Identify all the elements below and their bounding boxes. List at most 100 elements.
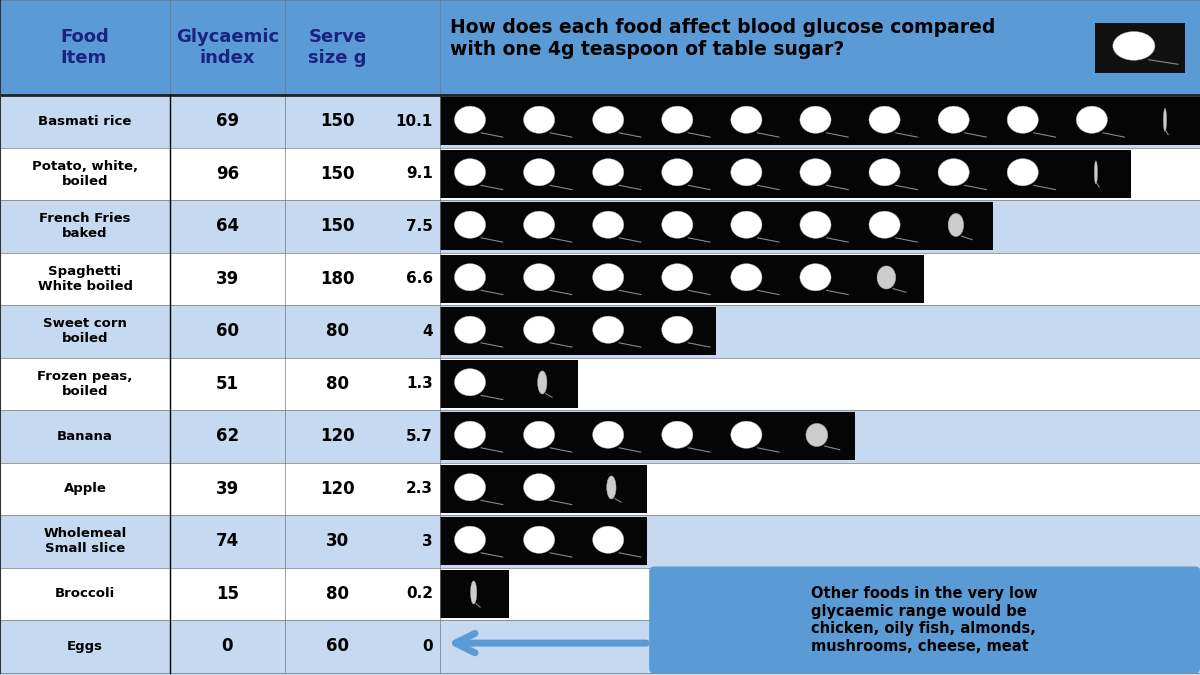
Ellipse shape [1094, 161, 1098, 184]
Bar [440, 97, 1200, 145]
Bar [440, 202, 992, 250]
Ellipse shape [593, 421, 624, 448]
Bar [0, 148, 170, 200]
Text: 150: 150 [320, 165, 355, 183]
Text: 6.6: 6.6 [406, 271, 433, 286]
Bar [0, 620, 170, 672]
Text: 180: 180 [320, 270, 355, 288]
Bar [390, 95, 440, 148]
Bar [284, 95, 390, 148]
Ellipse shape [455, 106, 486, 134]
Ellipse shape [455, 526, 486, 554]
Text: 80: 80 [326, 585, 349, 603]
Ellipse shape [523, 106, 554, 134]
Text: Basmati rice: Basmati rice [38, 115, 132, 128]
Text: 80: 80 [326, 322, 349, 340]
Bar [0, 358, 170, 410]
Ellipse shape [470, 581, 476, 604]
Ellipse shape [455, 474, 486, 501]
Text: 51: 51 [216, 375, 239, 393]
Text: How does each food affect blood glucose compared
with one 4g teaspoon of table s: How does each food affect blood glucose … [450, 18, 995, 59]
Text: Spaghetti
White boiled: Spaghetti White boiled [37, 265, 132, 293]
Bar [440, 620, 1200, 672]
Bar [0, 410, 170, 462]
Bar [440, 0, 1200, 95]
Text: Eggs: Eggs [67, 640, 103, 653]
Bar [390, 148, 440, 200]
Bar [284, 200, 390, 252]
Ellipse shape [1007, 106, 1038, 134]
Text: 62: 62 [216, 427, 239, 446]
Ellipse shape [800, 159, 832, 186]
Bar [0, 515, 170, 568]
Bar [170, 568, 286, 620]
Bar [170, 515, 286, 568]
Ellipse shape [869, 211, 900, 238]
Bar [170, 462, 286, 515]
Bar [390, 252, 440, 305]
Ellipse shape [869, 159, 900, 186]
Bar [440, 464, 647, 513]
Bar [170, 410, 286, 462]
Bar [0, 95, 170, 148]
Bar [390, 515, 440, 568]
Ellipse shape [661, 159, 692, 186]
Bar [170, 252, 286, 305]
Ellipse shape [523, 211, 554, 238]
Bar [440, 517, 647, 566]
Bar [440, 305, 1200, 358]
FancyBboxPatch shape [649, 566, 1200, 674]
Ellipse shape [538, 371, 547, 394]
Ellipse shape [607, 476, 616, 499]
Bar [440, 412, 854, 460]
Ellipse shape [455, 316, 486, 344]
Ellipse shape [806, 423, 828, 447]
Text: Wholemeal
Small slice: Wholemeal Small slice [43, 527, 127, 556]
Text: 0: 0 [222, 637, 233, 655]
Bar [170, 358, 286, 410]
Bar [390, 568, 440, 620]
Ellipse shape [523, 159, 554, 186]
Ellipse shape [731, 264, 762, 291]
Bar [440, 200, 1200, 252]
Ellipse shape [661, 211, 692, 238]
Ellipse shape [523, 421, 554, 448]
Ellipse shape [593, 316, 624, 344]
Text: 15: 15 [216, 585, 239, 603]
Bar [390, 358, 440, 410]
Bar [0, 252, 170, 305]
Bar [170, 200, 286, 252]
Ellipse shape [800, 211, 832, 238]
Ellipse shape [938, 106, 970, 134]
Ellipse shape [800, 106, 832, 134]
Ellipse shape [661, 421, 692, 448]
Bar [1096, 22, 1186, 72]
Bar [440, 570, 509, 618]
Text: Sweet corn
boiled: Sweet corn boiled [43, 317, 127, 345]
Ellipse shape [1076, 106, 1108, 134]
Text: 10.1: 10.1 [396, 114, 433, 129]
Ellipse shape [523, 474, 554, 501]
Text: Apple: Apple [64, 482, 107, 495]
Ellipse shape [455, 159, 486, 186]
Ellipse shape [523, 316, 554, 344]
Text: 69: 69 [216, 112, 239, 130]
Bar [284, 305, 390, 358]
Ellipse shape [731, 211, 762, 238]
Ellipse shape [593, 526, 624, 554]
Ellipse shape [938, 159, 970, 186]
Bar [440, 307, 716, 356]
Ellipse shape [731, 159, 762, 186]
Bar [170, 305, 286, 358]
Bar [284, 0, 390, 95]
Bar [440, 568, 1200, 620]
Ellipse shape [1112, 32, 1154, 60]
Ellipse shape [593, 106, 624, 134]
Bar [390, 620, 440, 672]
Bar [440, 462, 1200, 515]
Ellipse shape [869, 106, 900, 134]
Bar [0, 568, 170, 620]
Text: 30: 30 [326, 533, 349, 550]
Bar [284, 620, 390, 672]
Text: 150: 150 [320, 112, 355, 130]
